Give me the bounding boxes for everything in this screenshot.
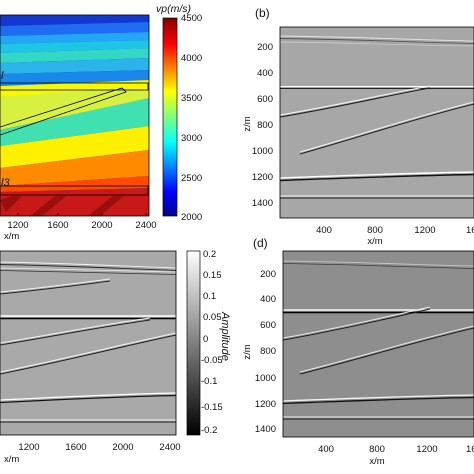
y-tick-d-1400: 1400 <box>255 424 276 435</box>
seismic-frame-d <box>282 250 474 438</box>
cb-c-tick--0.1: -0.1 <box>201 376 217 387</box>
y-tick-b-600: 600 <box>257 94 273 105</box>
cb-c-tick-0: 0 <box>203 334 208 345</box>
cb-c-tick--0.05: -0.05 <box>201 355 223 366</box>
x-tick-a-2000: 2000 <box>91 220 112 231</box>
colorbar-c: 0.2 0.15 0.1 0.05 0 -0.05 -0.1 -0.15 -0.… <box>186 249 231 436</box>
y-tick-b-200: 200 <box>257 42 273 53</box>
cb-c-tick--0.15: -0.15 <box>201 402 223 413</box>
x-tick-b-800: 800 <box>367 225 383 236</box>
x-tick-c-2400: 2400 <box>159 442 180 453</box>
y-axis-d: 200 400 600 800 1000 1200 1400 <box>255 269 276 435</box>
velocity-model-frame <box>0 14 150 217</box>
seismic-section-c <box>0 251 177 435</box>
x-tick-a-1600: 1600 <box>47 220 68 231</box>
seismic-section-d <box>282 251 474 437</box>
cb-c-tick-0.2: 0.2 <box>203 249 216 260</box>
amplitude-colorbar <box>186 250 201 436</box>
x-axis-d: 400 800 1200 16 <box>318 444 474 455</box>
layer-label-l: l <box>1 70 4 82</box>
seismic-frame-b <box>279 26 474 219</box>
panel-d: (d) 200 400 600 800 1000 1200 1400 z/m <box>242 236 474 467</box>
x-tick-d-800: 800 <box>369 444 385 455</box>
y-axis-b: 200 400 600 800 1000 1200 1400 <box>252 42 273 209</box>
x-label-b: x/m <box>367 236 382 247</box>
y-tick-d-800: 800 <box>260 346 276 357</box>
x-tick-d-16: 16 <box>466 444 474 455</box>
panel-c: 1200 1600 2000 2400 x/m 0.2 0.15 0.1 0.0… <box>0 249 231 465</box>
x-axis-c: 1200 1600 2000 2400 <box>18 442 180 453</box>
cb-a-tick-3000: 3000 <box>181 133 202 144</box>
y-tick-b-1200: 1200 <box>252 172 273 183</box>
x-tick-d-1200: 1200 <box>416 444 437 455</box>
colorbar-a: vp(m/s) 4500 4000 3500 3000 2500 2000 <box>156 3 202 223</box>
x-tick-a-2400: 2400 <box>135 220 156 231</box>
x-label-c: x/m <box>4 454 19 465</box>
y-tick-b-800: 800 <box>257 120 273 131</box>
panel-letter-b: (b) <box>255 6 270 20</box>
y-label-d: z/m <box>242 344 253 359</box>
y-tick-d-1000: 1000 <box>255 373 276 384</box>
x-label-d: x/m <box>369 456 384 467</box>
cb-a-tick-2500: 2500 <box>181 173 202 184</box>
y-tick-b-1000: 1000 <box>252 146 273 157</box>
y-tick-d-600: 600 <box>260 320 276 331</box>
cb-c-tick-0.1: 0.1 <box>203 291 216 302</box>
panel-letter-d: (d) <box>253 236 268 250</box>
cb-a-tick-2000: 2000 <box>181 212 202 223</box>
x-tick-b-1200: 1200 <box>414 225 435 236</box>
x-tick-d-400: 400 <box>318 444 334 455</box>
y-tick-b-1400: 1400 <box>252 198 273 209</box>
cb-a-tick-4500: 4500 <box>181 13 202 24</box>
cb-c-tick-0.05: 0.05 <box>203 312 222 323</box>
x-label-a: x/m <box>4 231 19 242</box>
y-label-b: z/m <box>242 116 253 131</box>
cb-a-tick-3500: 3500 <box>181 93 202 104</box>
amplitude-colorbar-title: Amplitude <box>219 311 231 361</box>
x-tick-b-400: 400 <box>316 225 332 236</box>
velocity-colorbar-title: vp(m/s) <box>156 3 191 15</box>
seismic-frame-c <box>0 250 177 436</box>
x-tick-c-1600: 1600 <box>65 442 86 453</box>
y-tick-b-400: 400 <box>257 68 273 79</box>
x-tick-a-1200: 1200 <box>7 220 28 231</box>
y-tick-d-1200: 1200 <box>255 399 276 410</box>
seismic-section-b <box>279 27 474 218</box>
x-axis-a: 1200 1600 2000 2400 <box>7 213 157 231</box>
x-tick-c-1200: 1200 <box>18 442 39 453</box>
cb-c-tick--0.2: -0.2 <box>201 425 217 436</box>
x-axis-b: 400 800 1200 16 <box>316 225 474 236</box>
panel-a: l l3 1200 1600 2000 2400 x/m vp(m/s) 450… <box>0 3 202 242</box>
y-tick-d-200: 200 <box>260 269 276 280</box>
y-tick-d-400: 400 <box>260 294 276 305</box>
panel-b: (b) 200 400 600 800 1000 1200 1400 <box>242 6 474 247</box>
cb-c-tick-0.15: 0.15 <box>203 270 222 281</box>
x-tick-b-16: 16 <box>466 225 474 236</box>
velocity-model <box>0 15 149 216</box>
cb-a-tick-4000: 4000 <box>181 53 202 64</box>
x-tick-c-2000: 2000 <box>112 442 133 453</box>
layer-label-l3: l3 <box>1 177 10 189</box>
velocity-colorbar <box>162 17 178 217</box>
